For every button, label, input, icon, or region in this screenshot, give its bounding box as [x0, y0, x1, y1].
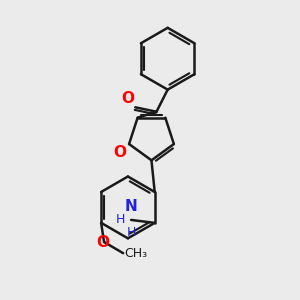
Text: H: H [127, 226, 136, 239]
Text: N: N [125, 199, 137, 214]
Text: O: O [114, 145, 127, 160]
Text: O: O [96, 235, 110, 250]
Text: O: O [121, 91, 134, 106]
Text: H: H [115, 213, 125, 226]
Text: CH₃: CH₃ [125, 247, 148, 260]
